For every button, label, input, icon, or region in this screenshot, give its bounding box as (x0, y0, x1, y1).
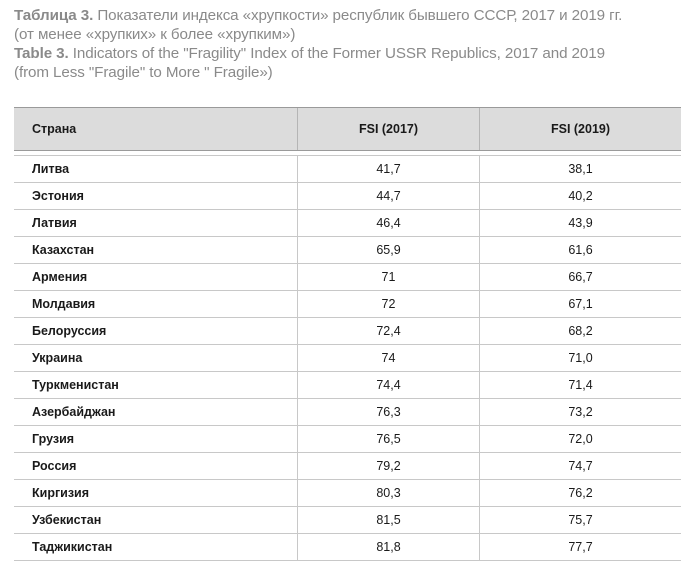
table-row: Киргизия 80,3 76,2 (14, 480, 681, 507)
table-row: Армения 71 66,7 (14, 264, 681, 291)
cell-country: Украина (32, 351, 83, 365)
cell-fsi-2019: 61,6 (479, 237, 681, 263)
cell-fsi-2019: 43,9 (479, 210, 681, 236)
table-row: Туркменистан 74,4 71,4 (14, 372, 681, 399)
cell-fsi-2017: 41,7 (297, 156, 479, 182)
cell-fsi-2017: 80,3 (297, 480, 479, 506)
cell-country: Россия (32, 459, 77, 473)
cell-fsi-2019: 71,4 (479, 372, 681, 398)
cell-fsi-2017: 65,9 (297, 237, 479, 263)
cell-fsi-2017: 79,2 (297, 453, 479, 479)
cell-fsi-2017: 44,7 (297, 183, 479, 209)
table-row: Украина 74 71,0 (14, 345, 681, 372)
cell-fsi-2017: 46,4 (297, 210, 479, 236)
header-country: Страна (32, 122, 77, 136)
cell-country: Узбекистан (32, 513, 102, 527)
cell-fsi-2019: 74,7 (479, 453, 681, 479)
cell-fsi-2017: 81,8 (297, 534, 479, 560)
table-row: Россия 79,2 74,7 (14, 453, 681, 480)
table-row: Таджикистан 81,8 77,7 (14, 534, 681, 561)
caption-ru-line2: (от менее «хрупких» к более «хрупким») (14, 26, 296, 43)
cell-fsi-2019: 67,1 (479, 291, 681, 317)
cell-country: Латвия (32, 216, 77, 230)
table-row: Азербайджан 76,3 73,2 (14, 399, 681, 426)
cell-country: Азербайджан (32, 405, 116, 419)
table-row: Молдавия 72 67,1 (14, 291, 681, 318)
caption-en-line1: Table 3. Indicators of the "Fragility" I… (14, 44, 679, 63)
caption-en-label: Table 3. (14, 45, 69, 62)
header-gap (14, 151, 681, 156)
table-header-row: Страна FSI (2017) FSI (2019) (14, 107, 681, 151)
header-fsi-2019: FSI (2019) (479, 108, 681, 150)
caption-ru-text: Показатели индекса «хрупкости» республик… (97, 7, 623, 24)
cell-fsi-2019: 75,7 (479, 507, 681, 533)
cell-fsi-2017: 76,3 (297, 399, 479, 425)
cell-country: Киргизия (32, 486, 90, 500)
cell-fsi-2017: 72,4 (297, 318, 479, 344)
cell-fsi-2019: 72,0 (479, 426, 681, 452)
cell-fsi-2017: 81,5 (297, 507, 479, 533)
fragility-table: Страна FSI (2017) FSI (2019) Литва 41,7 38… (14, 107, 681, 561)
cell-country: Грузия (32, 432, 75, 446)
cell-fsi-2019: 40,2 (479, 183, 681, 209)
table-row: Узбекистан 81,5 75,7 (14, 507, 681, 534)
cell-country: Молдавия (32, 297, 96, 311)
cell-fsi-2019: 71,0 (479, 345, 681, 371)
cell-country: Армения (32, 270, 88, 284)
table-row: Грузия 76,5 72,0 (14, 426, 681, 453)
table-row: Литва 41,7 38,1 (14, 156, 681, 183)
header-fsi-2017: FSI (2017) (297, 108, 479, 150)
cell-fsi-2017: 76,5 (297, 426, 479, 452)
cell-fsi-2019: 73,2 (479, 399, 681, 425)
cell-fsi-2019: 68,2 (479, 318, 681, 344)
cell-fsi-2019: 77,7 (479, 534, 681, 560)
caption-en-text: Indicators of the "Fragility" Index of t… (72, 45, 605, 62)
table-row: Латвия 46,4 43,9 (14, 210, 681, 237)
caption-en-line2: (from Less "Fragile" to More " Fragile») (14, 64, 273, 81)
cell-fsi-2017: 72 (297, 291, 479, 317)
cell-country: Литва (32, 162, 70, 176)
cell-fsi-2017: 74,4 (297, 372, 479, 398)
cell-fsi-2019: 38,1 (479, 156, 681, 182)
cell-country: Белоруссия (32, 324, 107, 338)
cell-fsi-2017: 71 (297, 264, 479, 290)
table-body: Литва 41,7 38,1 Эстония 44,7 40,2 Латвия 46,4 43… (14, 156, 681, 561)
table-row: Эстония 44,7 40,2 (14, 183, 681, 210)
cell-fsi-2017: 74 (297, 345, 479, 371)
caption-ru-label: Таблица 3. (14, 7, 94, 24)
table-row: Казахстан 65,9 61,6 (14, 237, 681, 264)
cell-country: Туркменистан (32, 378, 119, 392)
caption-ru-line1: Таблица 3. Показатели индекса «хрупкости… (14, 6, 679, 25)
cell-country: Таджикистан (32, 540, 113, 554)
cell-country: Казахстан (32, 243, 95, 257)
cell-country: Эстония (32, 189, 84, 203)
cell-fsi-2019: 76,2 (479, 480, 681, 506)
cell-fsi-2019: 66,7 (479, 264, 681, 290)
table-row: Белоруссия 72,4 68,2 (14, 318, 681, 345)
table-caption: Таблица 3. Показатели индекса «хрупкости… (14, 6, 679, 82)
